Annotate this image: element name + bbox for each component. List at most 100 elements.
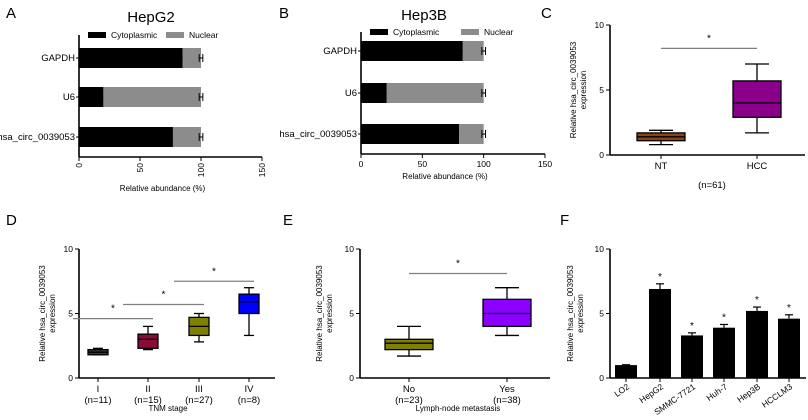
x-tick-label-nt: NT <box>655 161 668 172</box>
box-no <box>384 338 434 351</box>
y-tick-label: 10 <box>345 244 355 254</box>
panel-e-lymph-node-boxplot: 0 5 10 Relative hsa_circ_0039053 expression N… <box>315 244 550 413</box>
x-tick-label-huh-7: Huh-7 <box>704 381 729 403</box>
bar-nuclear-gapdh <box>462 41 484 61</box>
x-tick-label-iii: III <box>195 384 203 395</box>
bar-cytoplasmic-gapdh <box>79 48 183 68</box>
x-axis-label: TNM stage <box>148 404 188 413</box>
significance-star: * <box>111 304 115 315</box>
box-ii <box>137 333 159 349</box>
x-tick-label: 100 <box>196 163 206 177</box>
bar-hep3b <box>746 310 768 378</box>
bar-cytoplasmic-u6 <box>361 83 387 103</box>
legend-label-cytoplasmic: Cytoplasmic <box>111 30 158 40</box>
x-axis-label: Relative abundance (%) <box>120 184 206 193</box>
x-tick-sublabel-iii: (n=27) <box>185 395 213 406</box>
bar-cytoplasmic-gapdh <box>361 41 463 61</box>
panel-label-d: D <box>6 212 17 229</box>
panel-b-hep3b-chart: Hep3B Cytoplasmic Nuclear GAPDH U6 hsa_circ_0… <box>279 7 552 181</box>
significance-star: * <box>707 33 711 44</box>
significance-star-huh-7: * <box>722 312 726 323</box>
significance-star-smmc-7721: * <box>690 321 694 332</box>
y-tick-label: 0 <box>349 373 354 383</box>
significance-star: * <box>456 259 460 270</box>
x-tick-label-lo2: LO2 <box>612 381 631 399</box>
y-tick-label: 5 <box>68 309 73 319</box>
x-tick-label: 0 <box>359 159 364 169</box>
y-axis-label: Relative hsa_circ_0039053 <box>566 265 575 362</box>
y-axis-label: Relative hsa_circ_0039053 <box>569 41 578 138</box>
bar-nuclear-gapdh <box>182 48 201 68</box>
y-tick-label: 10 <box>64 244 74 254</box>
legend-swatch-nuclear <box>166 32 184 38</box>
y-tick-label-gapdh: GAPDH <box>41 53 75 64</box>
x-tick-label-ii: II <box>145 384 150 395</box>
bar-lo2 <box>615 365 637 378</box>
y-tick-label: 10 <box>595 244 605 254</box>
bar-nuclear-u6 <box>103 87 201 107</box>
x-tick-label-i: I <box>97 384 100 395</box>
bar-huh-7 <box>713 327 735 378</box>
bar-cytoplasmic-hsa_circ_0039053 <box>361 124 460 144</box>
x-tick-sublabel-i: (n=11) <box>84 395 111 406</box>
significance-star: * <box>212 266 216 277</box>
legend-label-nuclear: Nuclear <box>189 30 218 40</box>
significance-star-hcclm3: * <box>787 303 791 314</box>
y-tick-label: 0 <box>599 150 604 160</box>
legend-swatch-cytoplasmic <box>88 32 106 38</box>
bar-hcclm3 <box>778 318 800 378</box>
y-tick-label: 5 <box>599 309 604 319</box>
x-axis-label: Lymph-node metastasis <box>416 404 501 413</box>
x-tick-label-no: No <box>403 384 415 395</box>
bar-smmc-7721 <box>681 335 703 378</box>
x-tick-label: 100 <box>477 159 491 169</box>
y-axis-label-line2: expression <box>48 294 57 333</box>
x-tick-sublabel-ii: (n=15) <box>134 395 162 406</box>
y-axis-label: Relative hsa_circ_0039053 <box>315 265 324 362</box>
box-iv <box>238 293 260 315</box>
panel-f-cell-line-bar-chart: 0 5 10 Relative hsa_circ_0039053 expression L… <box>566 244 806 417</box>
y-tick-label: 5 <box>599 85 604 95</box>
bar-nuclear-hsa_circ_0039053 <box>172 127 201 147</box>
x-tick-label-hep3b: Hep3B <box>735 381 762 404</box>
y-tick-label: 0 <box>68 373 73 383</box>
y-tick-label-u6: U6 <box>63 92 75 103</box>
bar-nuclear-hsa_circ_0039053 <box>459 124 484 144</box>
y-tick-label: 10 <box>595 20 605 30</box>
x-tick-label: 150 <box>257 163 267 177</box>
y-tick-label-hsa_circ_0039053: hsa_circ_0039053 <box>0 132 75 143</box>
box-hcc <box>732 80 782 118</box>
bar-nuclear-u6 <box>386 83 484 103</box>
panel-label-b: B <box>279 5 289 22</box>
x-tick-label-hcclm3: HCCLM3 <box>760 381 795 409</box>
bar-cytoplasmic-u6 <box>79 87 104 107</box>
x-tick-label: 50 <box>418 159 428 169</box>
significance-star: * <box>162 289 166 300</box>
chart-title: Hep3B <box>401 7 447 24</box>
chart-title: HepG2 <box>127 9 175 26</box>
legend-label-nuclear: Nuclear <box>484 27 513 37</box>
y-tick-label-u6: U6 <box>345 88 357 99</box>
x-tick-sublabel-no: (n=23) <box>395 395 423 406</box>
x-tick-label-iv: IV <box>245 384 255 395</box>
x-tick-label: 50 <box>135 163 145 173</box>
x-tick-sublabel-yes: (n=38) <box>493 395 521 406</box>
panel-label-c: C <box>541 5 552 22</box>
panel-label-e: E <box>283 212 293 229</box>
legend-swatch-nuclear <box>461 29 479 35</box>
x-axis-label: Relative abundance (%) <box>402 172 488 181</box>
panel-c-nt-hcc-boxplot: 0 5 10 Relative hsa_circ_0039053 expression N… <box>569 20 805 191</box>
significance-star-hepg2: * <box>658 272 662 283</box>
panel-d-tnm-stage-boxplot: 0 5 10 Relative hsa_circ_0039053 expression I… <box>38 244 275 413</box>
y-tick-label-hsa_circ_0039053: hsa_circ_0039053 <box>279 129 357 140</box>
y-tick-label: 0 <box>599 373 604 383</box>
legend-swatch-cytoplasmic <box>370 29 388 35</box>
x-tick-label-yes: Yes <box>499 384 515 395</box>
x-tick-label: 0 <box>74 163 84 168</box>
x-tick-label: 150 <box>538 159 552 169</box>
significance-star-hep3b: * <box>755 295 759 306</box>
y-axis-label-line2: expression <box>579 71 588 110</box>
x-tick-sublabel-iv: (n=8) <box>238 395 260 406</box>
x-axis-label: (n=61) <box>698 180 726 191</box>
